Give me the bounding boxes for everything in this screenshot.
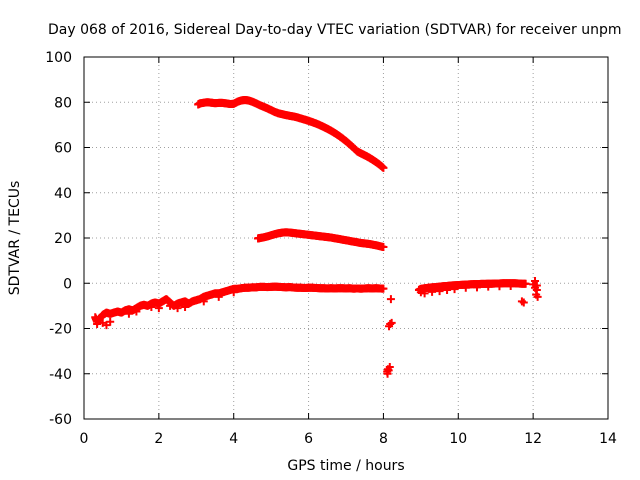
y-tick-label: 60	[54, 141, 72, 157]
data-point	[379, 243, 388, 252]
data-point	[199, 297, 208, 306]
chart-title: Day 068 of 2016, Sidereal Day-to-day VTE…	[48, 22, 622, 38]
y-tick-label: 80	[54, 95, 72, 111]
data-point	[461, 283, 470, 292]
x-tick-label: 8	[379, 431, 388, 447]
x-tick-label: 6	[304, 431, 313, 447]
data-point	[181, 303, 190, 312]
x-tick-label: 10	[449, 431, 467, 447]
data-point	[385, 322, 394, 331]
x-tick-label: 0	[80, 431, 89, 447]
labels-layer: 0 2 4 6 8 10 12 14 -60 -40 -20 0 20 40 60 80 100	[45, 50, 617, 447]
grid-layer	[84, 57, 608, 419]
data-point	[428, 287, 437, 296]
data-point	[147, 303, 156, 312]
data-point	[443, 286, 452, 295]
data-point	[531, 276, 540, 285]
data-point	[473, 283, 481, 292]
data-point	[533, 292, 542, 301]
data-point	[416, 288, 425, 297]
x-tick-label: 4	[229, 431, 238, 447]
data-point	[93, 319, 102, 328]
data-point	[420, 289, 429, 298]
data-point	[484, 282, 493, 291]
data-point	[379, 163, 388, 172]
x-axis-title: GPS time / hours	[287, 458, 404, 474]
x-tick-label: 2	[154, 431, 163, 447]
y-tick-label: 40	[54, 186, 72, 202]
data-point	[154, 304, 163, 313]
data-point	[386, 295, 395, 304]
data-point	[435, 287, 444, 296]
y-tick-label: 20	[54, 231, 72, 247]
x-tick-label: 12	[524, 431, 542, 447]
data-point	[450, 285, 459, 294]
x-tick-label: 14	[599, 431, 617, 447]
data-layer	[91, 95, 542, 378]
data-point	[229, 288, 238, 297]
data-point	[214, 292, 223, 301]
y-tick-label: 0	[63, 276, 72, 292]
data-point	[379, 284, 388, 293]
y-axis-title: SDTVAR / TECUs	[7, 181, 23, 296]
y-tick-label: -60	[49, 412, 72, 428]
data-point	[166, 301, 175, 310]
data-point	[383, 369, 392, 378]
data-point	[106, 317, 115, 326]
data-point	[521, 279, 530, 288]
data-point	[519, 298, 528, 307]
y-tick-label: -40	[49, 367, 72, 383]
data-point	[495, 282, 504, 291]
data-point	[124, 309, 133, 318]
data-point	[173, 304, 182, 313]
ticks-layer	[83, 56, 609, 420]
data-point	[506, 281, 515, 290]
data-point	[132, 307, 141, 316]
y-tick-label: 100	[45, 50, 72, 66]
y-tick-label: -20	[49, 322, 72, 338]
